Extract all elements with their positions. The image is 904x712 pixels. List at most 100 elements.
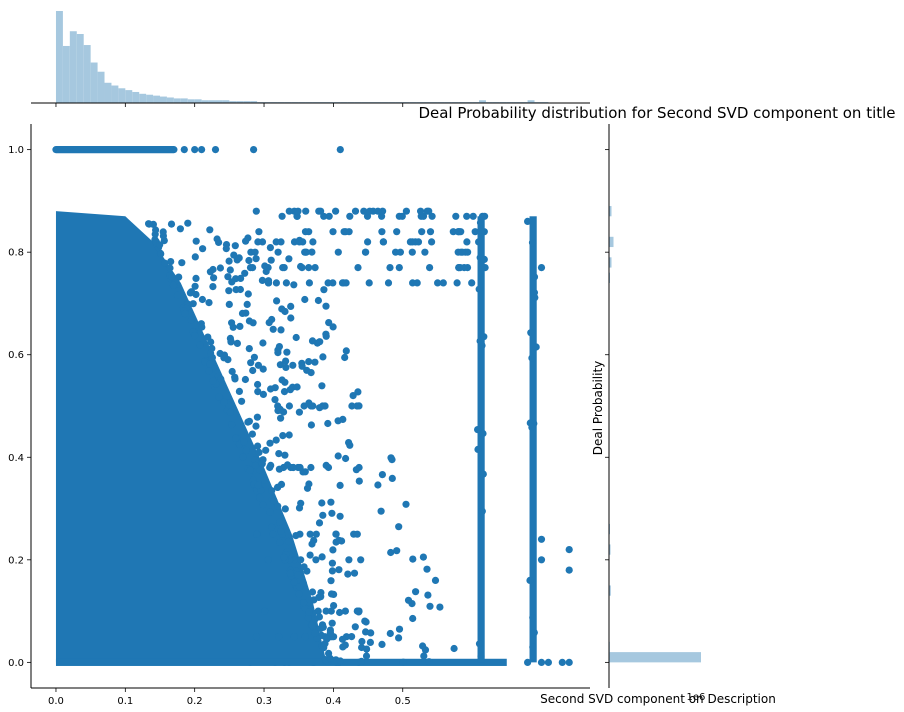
y-tick-label: 0.0 [8, 658, 24, 669]
axes: 0.0 0.1 0.2 0.3 0.4 0.5 0.0 0.2 0.4 0.6 0.8 1.0 [8, 124, 590, 707]
scatter-point [295, 590, 303, 598]
scatter-point [399, 658, 407, 666]
scatter-point [289, 463, 297, 472]
scatter-point [156, 241, 164, 249]
scatter-point [205, 299, 213, 307]
scatter-point [409, 614, 417, 623]
scatter-point [428, 212, 436, 220]
scatter-point [311, 615, 319, 623]
scatter-point [336, 146, 344, 154]
scatter-point [474, 426, 482, 434]
scatter-point [341, 353, 349, 362]
scatter-point [268, 523, 276, 531]
scatter-point [254, 481, 262, 489]
scatter-point [355, 608, 363, 616]
scatter-point [524, 658, 532, 667]
dense-point-cloud [55, 211, 327, 663]
scatter-point [319, 353, 327, 361]
scatter-point [348, 633, 356, 641]
scatter-point [354, 388, 362, 396]
scatter-point [308, 248, 316, 256]
scatter-point [355, 402, 363, 410]
scatter-point [312, 530, 320, 538]
scatter-point [192, 237, 200, 245]
scatter-point [386, 629, 394, 638]
x-hist-bar [160, 96, 167, 103]
scatter-point [345, 556, 353, 564]
scatter-point [281, 505, 289, 513]
scatter-point [327, 590, 336, 598]
scatter-point [286, 386, 294, 394]
scatter-point [231, 375, 239, 383]
scatter-point [404, 596, 413, 604]
scatter-point [285, 255, 293, 263]
scatter-point [537, 658, 546, 667]
scatter-point [301, 295, 309, 304]
scatter-point [272, 279, 280, 287]
scatter-point [284, 537, 293, 546]
scatter-point [276, 538, 284, 546]
scatter-point [204, 333, 212, 341]
scatter-point [180, 146, 188, 154]
scatter-point [205, 367, 213, 375]
scatter-point [226, 408, 234, 416]
y-hist-bar [609, 257, 612, 268]
scatter-point [275, 343, 283, 351]
scatter-point [187, 316, 195, 324]
scatter-point [469, 212, 477, 220]
scatter-point [301, 633, 309, 641]
scatter-point [184, 219, 192, 227]
scatter-point [327, 498, 335, 506]
scatter-point [421, 248, 429, 256]
x-marginal-histogram [31, 11, 590, 107]
scatter-point [537, 556, 546, 564]
y-hist-bar [609, 585, 611, 596]
scatter-point [246, 264, 255, 272]
scatter-point [308, 588, 317, 596]
scatter-point [242, 446, 250, 454]
scatter-point [269, 325, 277, 333]
scatter-point [327, 607, 335, 615]
scatter-point [309, 238, 317, 246]
scatter-point [226, 266, 234, 274]
scatter-point [378, 640, 386, 649]
x-tick-label: 0.1 [117, 696, 133, 707]
scatter-point [282, 357, 290, 365]
scatter-point [254, 361, 262, 369]
scatter-point [157, 250, 165, 258]
scatter-point [217, 375, 225, 383]
scatter-point [249, 366, 257, 375]
scatter-point [252, 422, 260, 430]
scatter-point [475, 640, 484, 648]
scatter-point [274, 483, 282, 491]
scatter-point [316, 404, 324, 412]
scatter-point [295, 408, 303, 416]
x-tick-label: 0.3 [256, 696, 272, 707]
scatter-point [319, 623, 327, 631]
scatter-point [295, 504, 304, 512]
scatter-point [271, 384, 279, 392]
scatter-point [258, 460, 266, 468]
x-hist-bar [187, 99, 195, 103]
scatter-point [322, 461, 330, 469]
scatter-point [254, 388, 262, 396]
scatter-point [366, 207, 374, 215]
scatter-point [328, 619, 336, 627]
scatter-point [207, 349, 215, 357]
scatter-point [258, 276, 266, 284]
scatter-point [395, 523, 403, 531]
scatter-point [434, 279, 442, 287]
scatter-point [209, 377, 217, 385]
scatter-point [266, 508, 274, 516]
scatter-point [196, 341, 204, 349]
scatter-point [241, 269, 249, 277]
scatter-point [273, 297, 281, 305]
scatter-point [452, 212, 460, 220]
scatter-point [315, 207, 323, 215]
scatter-point [366, 638, 374, 647]
x-hist-bar [55, 11, 63, 103]
scatter-point [206, 226, 214, 234]
scatter-point [241, 375, 249, 384]
scatter-points [52, 146, 573, 667]
scatter-point [342, 279, 350, 287]
